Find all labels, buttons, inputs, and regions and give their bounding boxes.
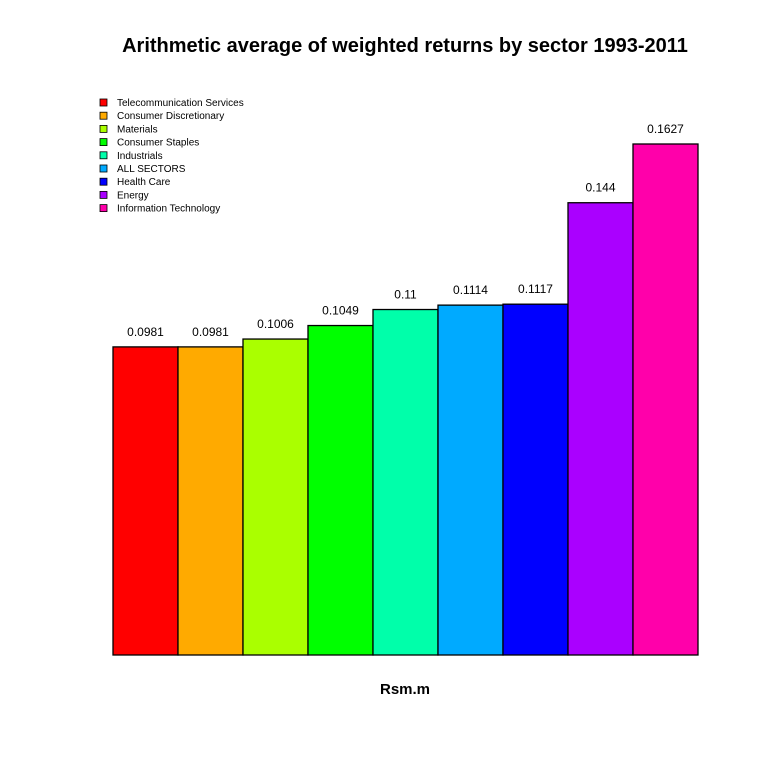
legend-item-0: Telecommunication Services [99,98,244,109]
bar-5 [437,304,504,656]
chart-title: Arithmetic average of weighted returns b… [122,35,688,57]
legend-label-5: ALL SECTORS [117,164,186,175]
value-label-4: 0.11 [394,288,417,302]
legend-item-7: Energy [99,190,149,201]
legend-swatch-8 [99,204,108,213]
legend-label-1: Consumer Discretionary [117,111,224,122]
x-axis-label: Rsm.m [380,681,430,698]
legend-item-6: Health Care [99,177,171,188]
legend-item-8: Information Technology [99,204,220,215]
legend-label-0: Telecommunication Services [117,98,244,109]
legend-label-3: Consumer Staples [117,138,199,149]
legend-label-4: Industrials [117,151,163,162]
legend-swatch-3 [99,138,108,147]
bar-8 [632,143,699,656]
legend-label-6: Health Care [117,177,171,188]
legend-item-1: Consumer Discretionary [99,111,224,122]
legend-swatch-4 [99,151,108,160]
value-label-5: 0.1114 [453,283,488,297]
bar-1 [177,346,244,656]
value-label-3: 0.1049 [322,304,359,318]
legend-label-8: Information Technology [117,204,220,215]
bar-0 [112,346,179,656]
value-labels: 0.0981 0.0981 0.1006 0.1049 0.11 0.1114 0.1117… [127,122,684,339]
bar-7 [567,202,634,656]
legend-label-2: Materials [117,124,158,135]
legend-item-2: Materials [99,124,158,135]
legend-item-5: ALL SECTORS [99,164,186,175]
legend-swatch-0 [99,98,108,107]
bar-6 [502,303,569,656]
value-label-6: 0.1117 [518,282,553,296]
legend: Telecommunication Services Consumer Discr… [99,98,244,215]
value-label-8: 0.1627 [647,122,684,136]
legend-swatch-5 [99,164,108,173]
legend-swatch-2 [99,125,108,133]
legend-swatch-1 [99,111,108,120]
legend-item-3: Consumer Staples [99,138,199,149]
value-label-7: 0.144 [585,181,615,195]
value-label-2: 0.1006 [257,317,294,331]
bar-2 [242,338,309,656]
bar-3 [307,324,374,656]
legend-swatch-6 [99,177,108,186]
value-label-0: 0.0981 [127,325,164,339]
bar-4 [372,308,439,656]
legend-swatch-7 [99,190,108,199]
bars [112,143,699,656]
legend-item-4: Industrials [99,151,163,162]
value-label-1: 0.0981 [192,325,229,339]
legend-label-7: Energy [117,190,149,201]
